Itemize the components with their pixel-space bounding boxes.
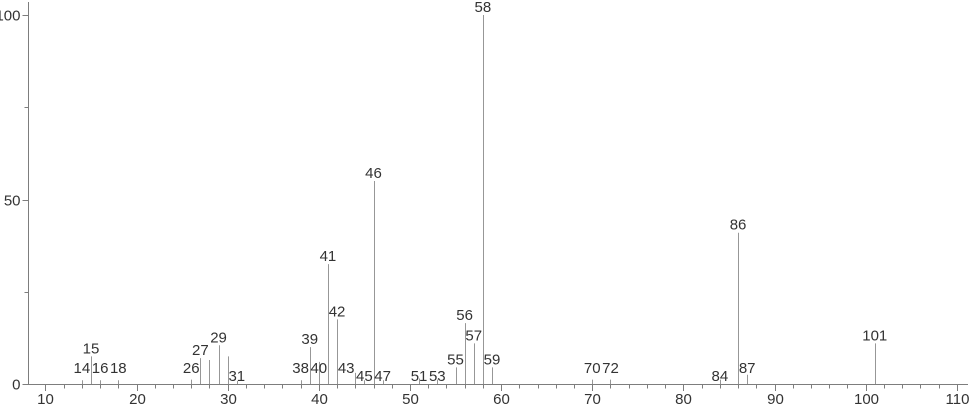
- y-tick-label: 0: [12, 377, 20, 394]
- peak-label: 47: [374, 368, 391, 385]
- x-tick-label: 110: [946, 391, 970, 406]
- peak-label: 38: [292, 360, 309, 377]
- peak-label: 53: [429, 368, 446, 385]
- x-tick-label: 50: [402, 391, 419, 406]
- peak-label: 14: [74, 360, 91, 377]
- peak-label: 29: [210, 329, 227, 346]
- peak-label: 57: [465, 327, 482, 344]
- peak-label: 70: [584, 360, 601, 377]
- y-tick-label: 50: [4, 193, 21, 210]
- peak-label: 101: [862, 327, 887, 344]
- peak-label: 26: [183, 360, 200, 377]
- peak-label: 86: [730, 217, 747, 234]
- x-tick-label: 70: [584, 391, 601, 406]
- x-tick-label: 90: [767, 391, 784, 406]
- peak-label: 58: [475, 0, 492, 16]
- peak-label: 42: [329, 303, 346, 320]
- peak-label: 27: [192, 342, 209, 359]
- peak-label: 31: [228, 368, 245, 385]
- y-tick-label: 100: [0, 8, 21, 25]
- x-tick-label: 40: [311, 391, 328, 406]
- peak-label: 87: [739, 360, 756, 377]
- peak-label: 39: [301, 331, 318, 348]
- peak-label: 18: [110, 360, 127, 377]
- x-tick-label: 10: [37, 391, 54, 406]
- x-tick-label: 60: [493, 391, 510, 406]
- peak-label: 15: [83, 340, 100, 357]
- peak-label: 16: [92, 360, 109, 377]
- x-tick-label: 80: [675, 391, 692, 406]
- peak-label: 55: [447, 351, 464, 368]
- peak-label: 59: [484, 351, 501, 368]
- peak-label: 41: [320, 248, 337, 265]
- x-tick-label: 100: [854, 391, 879, 406]
- peak-label: 51: [411, 368, 428, 385]
- x-tick-label: 30: [220, 391, 237, 406]
- peak-label: 40: [310, 360, 327, 377]
- peak-label: 72: [602, 360, 619, 377]
- peak-label: 56: [456, 307, 473, 324]
- x-tick-label: 20: [129, 391, 146, 406]
- peak-label: 45: [356, 368, 373, 385]
- peak-label: 84: [711, 368, 728, 385]
- peak-label: 43: [338, 360, 355, 377]
- peak-label: 46: [365, 165, 382, 182]
